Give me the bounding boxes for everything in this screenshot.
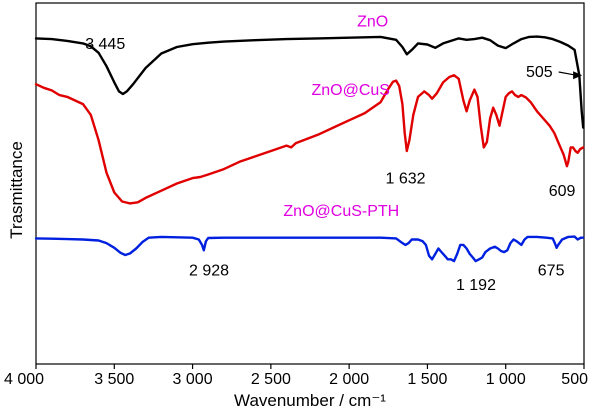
annotation-675: 675 bbox=[538, 263, 565, 280]
annotation-1-632: 1 632 bbox=[385, 171, 425, 188]
annotation-1-192: 1 192 bbox=[456, 277, 496, 294]
x-tick-label: 1 500 bbox=[407, 371, 447, 388]
series-group bbox=[34, 35, 585, 263]
series-line-zno-cus bbox=[34, 74, 585, 205]
x-tick-label: 3 500 bbox=[94, 371, 134, 388]
series-line-zno bbox=[34, 35, 585, 129]
y-axis-title: Trasmittance bbox=[7, 141, 26, 239]
x-axis-title: Wavenumber / cm⁻¹ bbox=[234, 391, 386, 410]
annotation-505: 505 bbox=[526, 64, 553, 81]
annotation-3-445: 3 445 bbox=[85, 36, 125, 53]
series-line-zno-cus-pth bbox=[34, 235, 585, 263]
plot-frame bbox=[35, 2, 585, 365]
series-label-zno-cus: ZnO@CuS bbox=[311, 82, 389, 99]
annotation-arrow-head bbox=[573, 71, 583, 80]
series-label-group: ZnO ZnO@CuS ZnO@CuS-PTH bbox=[283, 13, 399, 220]
x-tick-label: 2 500 bbox=[251, 371, 291, 388]
x-tick-label: 2 000 bbox=[329, 371, 369, 388]
annotation-2-928: 2 928 bbox=[189, 263, 229, 280]
x-tick-label: 1 000 bbox=[486, 371, 526, 388]
x-tick-label: 500 bbox=[561, 371, 588, 388]
series-label-zno-cus-pth: ZnO@CuS-PTH bbox=[283, 203, 399, 220]
x-tick-label: 3 000 bbox=[173, 371, 213, 388]
x-axis: 4 000 3 500 3 000 2 500 2 000 1 500 1 000 500 bbox=[4, 364, 588, 388]
series-label-zno: ZnO bbox=[357, 13, 388, 30]
x-tick-label: 4 000 bbox=[4, 371, 44, 388]
annotation-609: 609 bbox=[549, 183, 576, 200]
annotation-group: 3 445 505 1 632 609 2 928 1 192 675 bbox=[85, 36, 583, 294]
